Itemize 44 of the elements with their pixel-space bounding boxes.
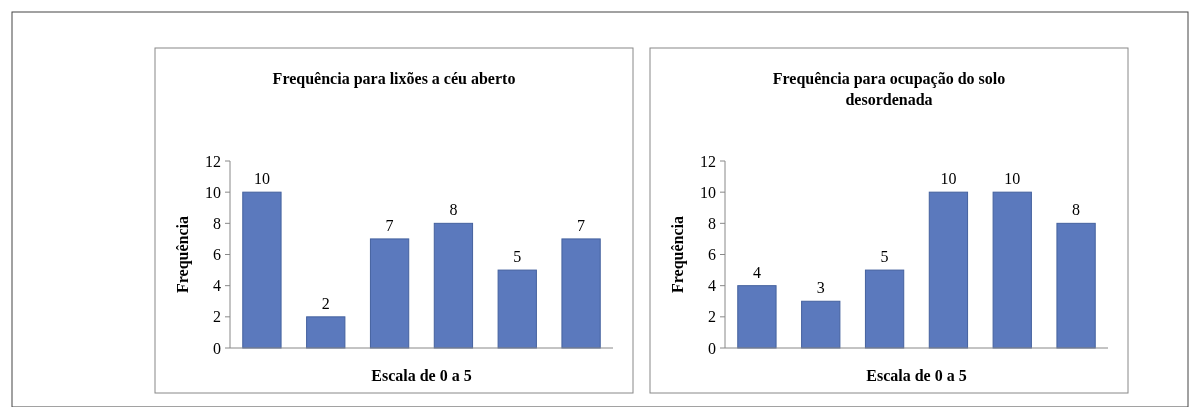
- y-tick-label: 4: [213, 277, 221, 295]
- y-tick-label: 0: [213, 339, 221, 357]
- data-label: 4: [752, 263, 761, 281]
- bar: [306, 316, 346, 349]
- y-tick-label: 4: [708, 277, 716, 295]
- bar: [497, 269, 537, 349]
- y-tick-label: 8: [213, 214, 221, 232]
- y-axis-title: Frequência: [174, 215, 192, 294]
- data-label: 7: [577, 216, 586, 234]
- data-label: 5: [880, 248, 889, 266]
- data-label: 10: [940, 170, 957, 188]
- data-label: 8: [449, 201, 458, 219]
- y-tick-label: 6: [708, 246, 716, 264]
- y-tick-label: 10: [700, 183, 716, 201]
- bar: [1056, 222, 1096, 349]
- data-label: 8: [1072, 201, 1081, 219]
- bar: [433, 222, 474, 349]
- data-label: 5: [513, 248, 522, 266]
- bar: [864, 269, 905, 349]
- bar: [801, 300, 841, 349]
- data-label: 10: [253, 170, 270, 188]
- data-label: 2: [321, 294, 330, 312]
- bar: [928, 191, 969, 349]
- y-tick-label: 2: [708, 308, 716, 326]
- x-axis-title: Escala de 0 a 5: [371, 367, 472, 384]
- bar: [369, 238, 410, 349]
- y-tick-label: 12: [205, 152, 221, 170]
- bar: [737, 285, 777, 349]
- data-label: 7: [385, 216, 394, 234]
- data-label: 10: [1004, 170, 1021, 188]
- chart-title: Frequência para lixões a céu aberto: [272, 70, 516, 88]
- bar: [561, 238, 601, 349]
- y-tick-label: 8: [708, 214, 716, 232]
- y-tick-label: 12: [700, 152, 716, 170]
- y-tick-label: 6: [213, 246, 221, 264]
- y-tick-label: 0: [708, 339, 716, 357]
- data-label: 3: [816, 279, 825, 297]
- y-tick-label: 10: [205, 183, 221, 201]
- bar: [242, 191, 282, 349]
- x-axis-title: Escala de 0 a 5: [866, 367, 967, 384]
- chart-title: Frequência para ocupação do solo desordenada: [772, 70, 1006, 108]
- y-tick-label: 2: [213, 308, 221, 326]
- y-axis-title: Frequência: [669, 215, 687, 294]
- bar: [992, 191, 1032, 349]
